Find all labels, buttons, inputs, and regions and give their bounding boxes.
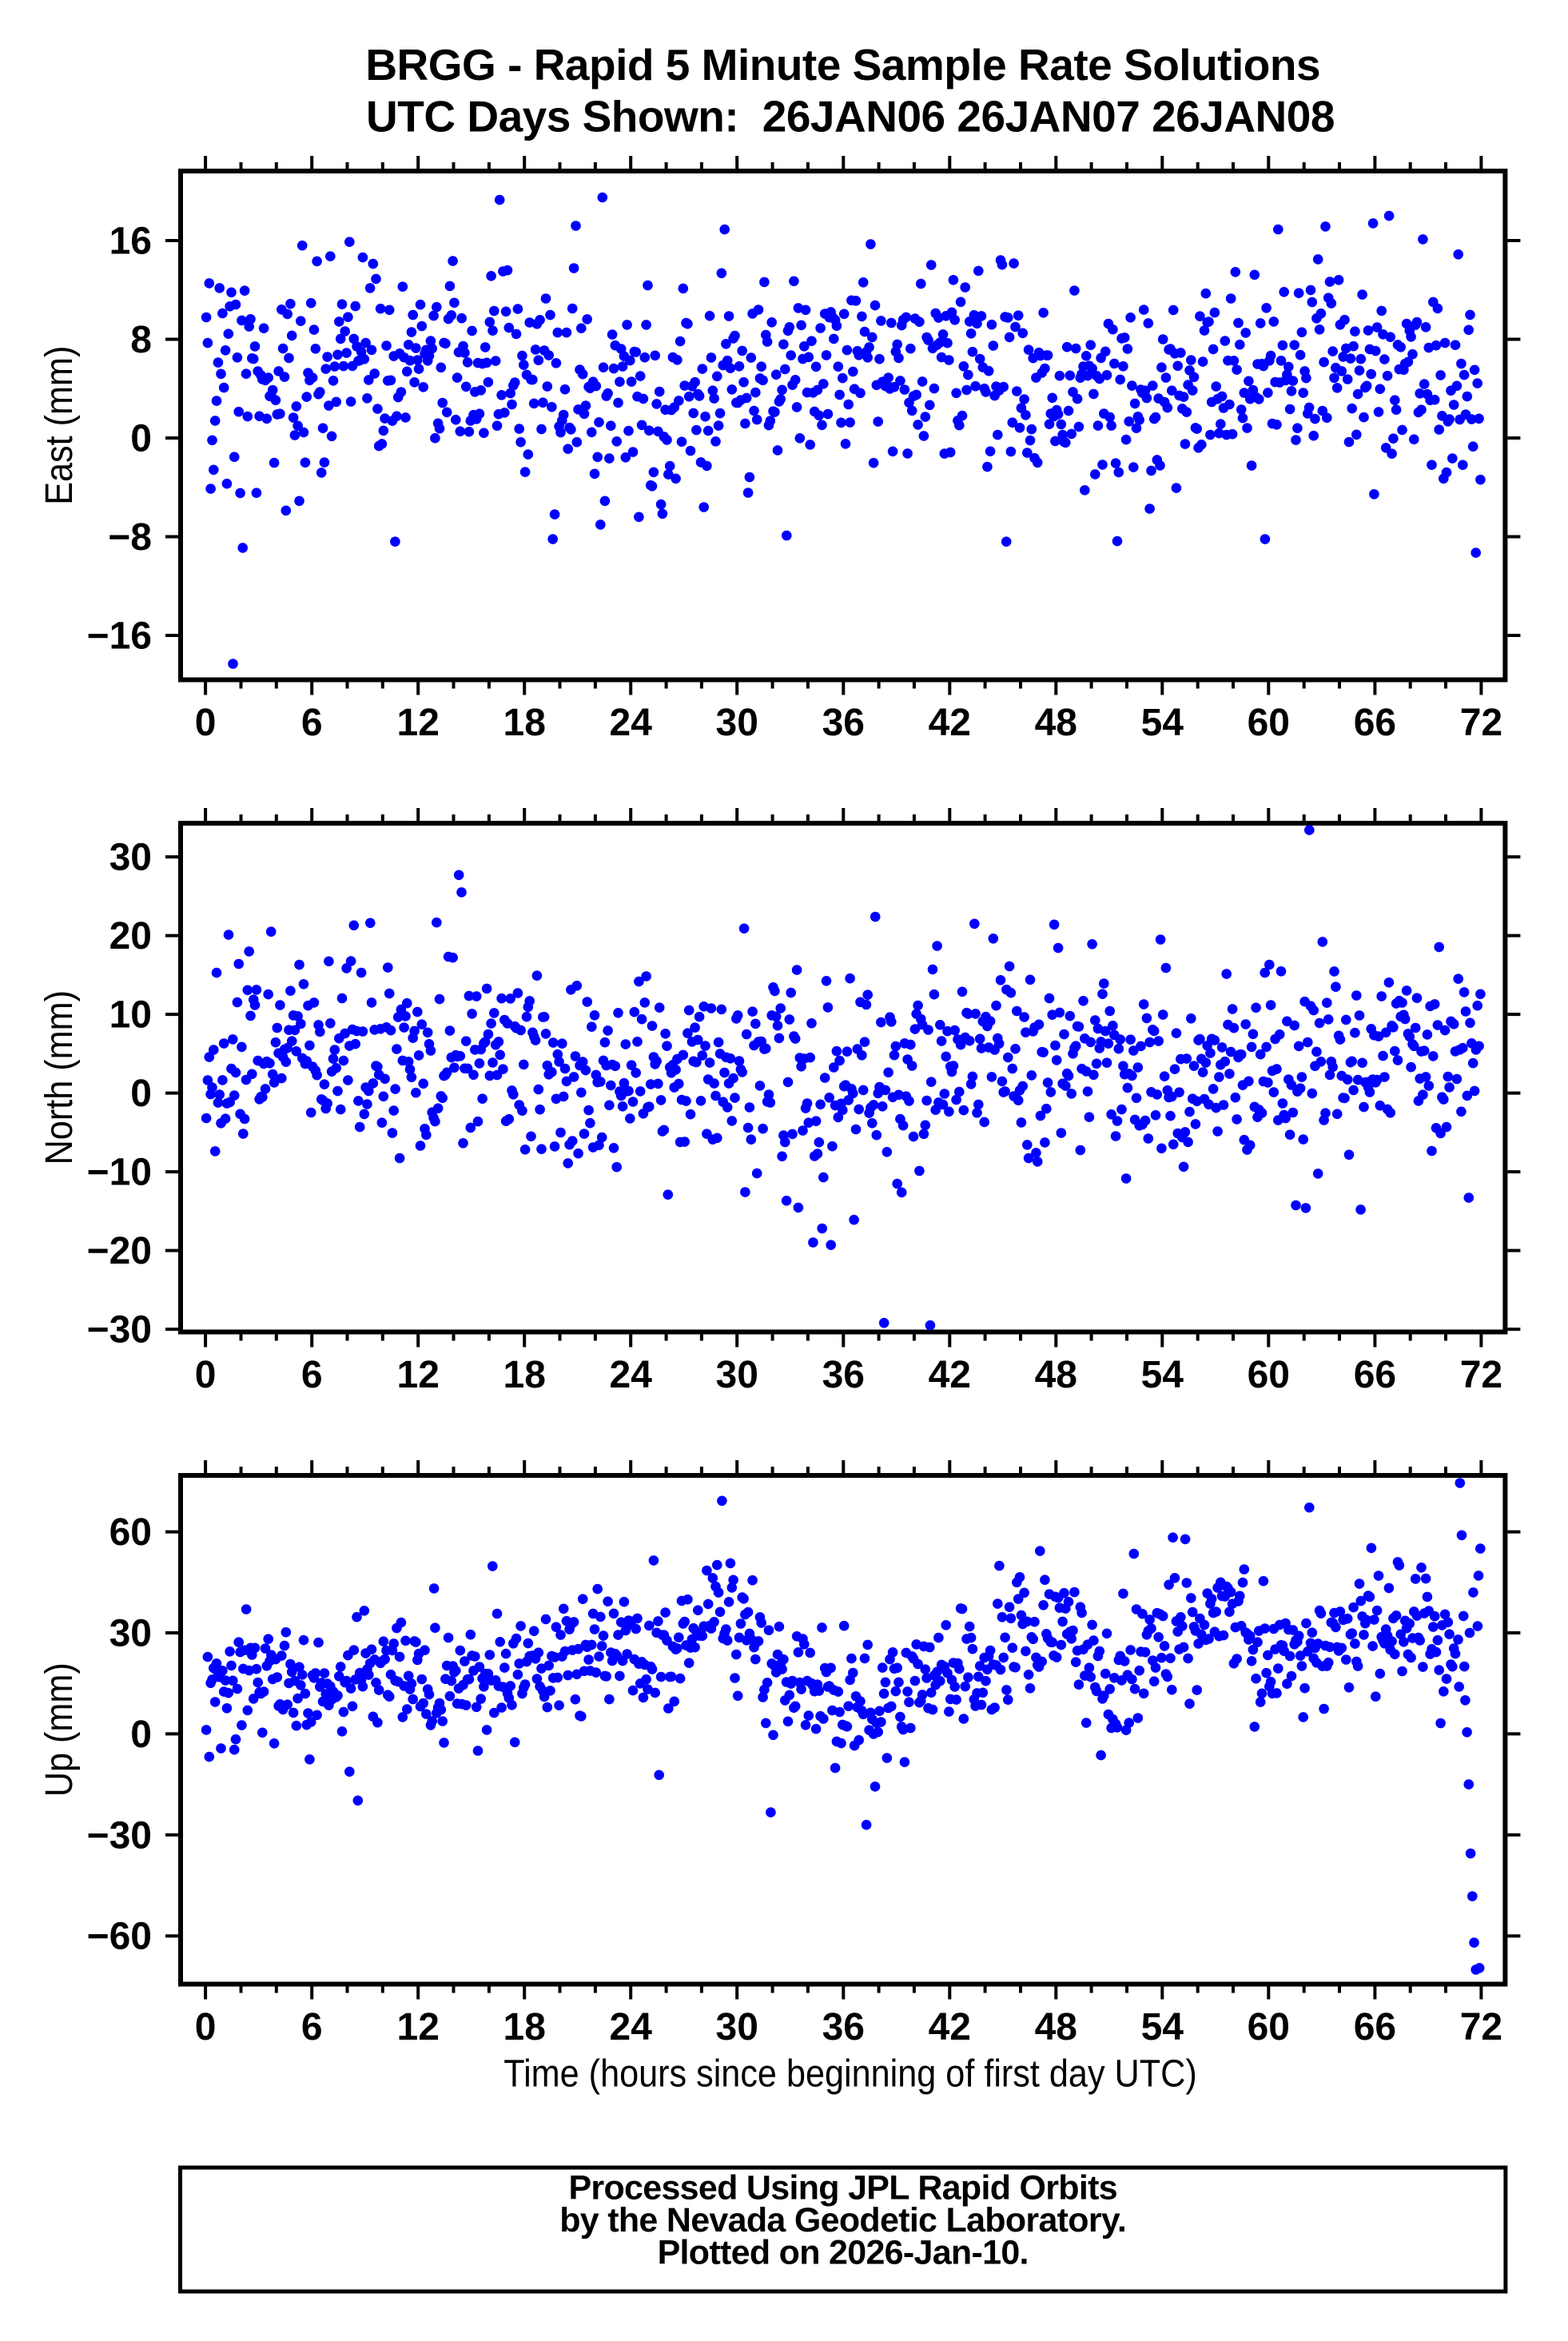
svg-text:24: 24 bbox=[610, 1354, 653, 1396]
svg-text:60: 60 bbox=[1248, 702, 1290, 744]
svg-text:8: 8 bbox=[130, 319, 152, 361]
svg-text:UTC Days Shown: 26JAN06 26JAN: UTC Days Shown: 26JAN06 26JAN07 26JAN08 bbox=[366, 92, 1335, 141]
svg-text:−16: −16 bbox=[87, 615, 152, 658]
svg-text:60: 60 bbox=[1248, 1354, 1290, 1396]
svg-text:−20: −20 bbox=[87, 1230, 152, 1272]
svg-text:Up (mm): Up (mm) bbox=[38, 1662, 81, 1797]
svg-text:60: 60 bbox=[109, 1511, 152, 1554]
svg-text:18: 18 bbox=[503, 2006, 546, 2048]
svg-text:Plotted on 2026-Jan-10.: Plotted on 2026-Jan-10. bbox=[658, 2234, 1029, 2272]
svg-text:72: 72 bbox=[1460, 702, 1502, 744]
svg-text:Processed Using JPL Rapid Orbi: Processed Using JPL Rapid Orbits bbox=[568, 2169, 1117, 2208]
svg-text:by the Nevada Geodetic Laborat: by the Nevada Geodetic Laboratory. bbox=[559, 2201, 1126, 2239]
svg-text:−8: −8 bbox=[108, 516, 152, 559]
svg-text:30: 30 bbox=[716, 702, 758, 744]
svg-text:48: 48 bbox=[1035, 2006, 1077, 2048]
svg-text:30: 30 bbox=[716, 2006, 758, 2048]
svg-text:12: 12 bbox=[397, 2006, 440, 2048]
svg-text:12: 12 bbox=[397, 1354, 440, 1396]
svg-text:24: 24 bbox=[610, 2006, 653, 2048]
svg-text:0: 0 bbox=[195, 702, 217, 744]
svg-text:48: 48 bbox=[1035, 702, 1077, 744]
svg-text:30: 30 bbox=[109, 1613, 152, 1655]
svg-text:0: 0 bbox=[195, 1354, 217, 1396]
svg-text:54: 54 bbox=[1141, 2006, 1184, 2048]
svg-text:54: 54 bbox=[1141, 702, 1184, 744]
svg-text:−30: −30 bbox=[87, 1814, 152, 1857]
svg-text:Time (hours since beginning of: Time (hours since beginning of first day… bbox=[503, 2052, 1196, 2095]
svg-text:East (mm): East (mm) bbox=[38, 346, 81, 505]
svg-text:60: 60 bbox=[1248, 2006, 1290, 2048]
svg-text:36: 36 bbox=[822, 702, 865, 744]
svg-text:30: 30 bbox=[716, 1354, 758, 1396]
svg-text:6: 6 bbox=[301, 702, 323, 744]
svg-text:−60: −60 bbox=[87, 1916, 152, 1958]
svg-text:66: 66 bbox=[1354, 2006, 1396, 2048]
svg-text:20: 20 bbox=[109, 915, 152, 958]
svg-text:0: 0 bbox=[130, 1073, 152, 1115]
svg-text:6: 6 bbox=[301, 2006, 323, 2048]
svg-text:54: 54 bbox=[1141, 1354, 1184, 1396]
svg-text:72: 72 bbox=[1460, 1354, 1502, 1396]
svg-text:18: 18 bbox=[503, 702, 546, 744]
svg-text:66: 66 bbox=[1354, 702, 1396, 744]
svg-text:42: 42 bbox=[929, 702, 971, 744]
svg-text:12: 12 bbox=[397, 702, 440, 744]
svg-text:6: 6 bbox=[301, 1354, 323, 1396]
svg-text:24: 24 bbox=[610, 702, 653, 744]
svg-text:−30: −30 bbox=[87, 1309, 152, 1352]
svg-text:0: 0 bbox=[130, 418, 152, 460]
svg-text:0: 0 bbox=[130, 1714, 152, 1756]
svg-text:42: 42 bbox=[929, 1354, 971, 1396]
svg-text:North (mm): North (mm) bbox=[38, 990, 81, 1165]
svg-text:42: 42 bbox=[929, 2006, 971, 2048]
svg-text:16: 16 bbox=[109, 221, 152, 263]
svg-text:36: 36 bbox=[822, 1354, 865, 1396]
svg-text:BRGG - Rapid 5 Minute Sample R: BRGG - Rapid 5 Minute Sample Rate Soluti… bbox=[365, 40, 1320, 90]
svg-text:10: 10 bbox=[109, 994, 152, 1037]
svg-text:66: 66 bbox=[1354, 1354, 1396, 1396]
svg-text:36: 36 bbox=[822, 2006, 865, 2048]
svg-text:30: 30 bbox=[109, 837, 152, 879]
svg-text:−10: −10 bbox=[87, 1152, 152, 1194]
svg-text:0: 0 bbox=[195, 2006, 217, 2048]
svg-text:48: 48 bbox=[1035, 1354, 1077, 1396]
svg-text:18: 18 bbox=[503, 1354, 546, 1396]
svg-text:72: 72 bbox=[1460, 2006, 1502, 2048]
